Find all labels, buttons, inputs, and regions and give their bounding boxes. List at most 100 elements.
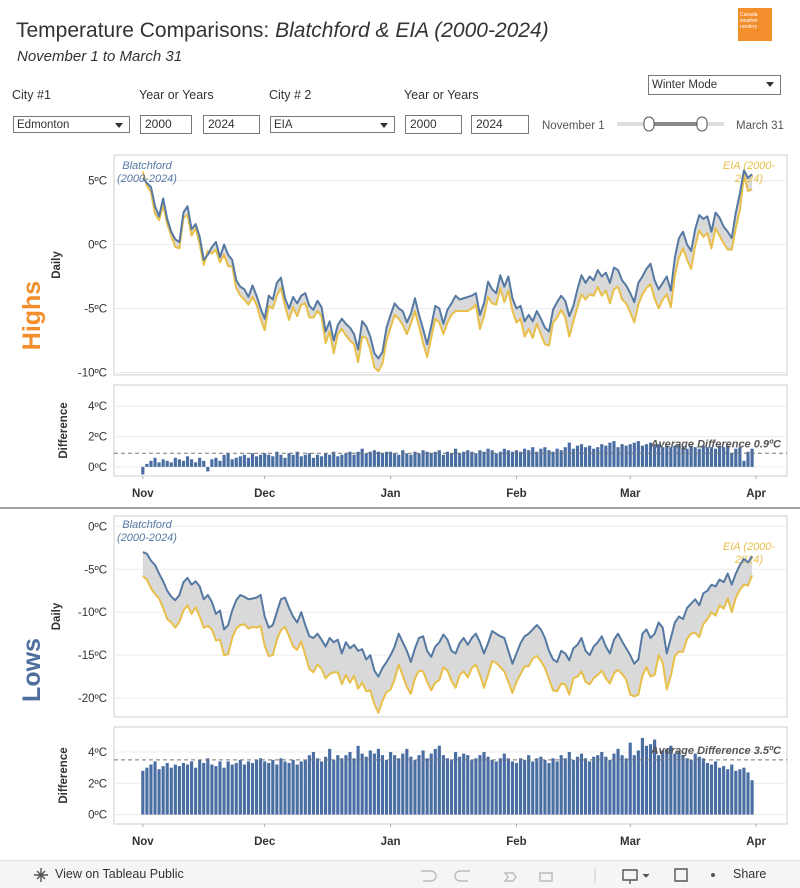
difference-bar: [478, 755, 482, 815]
y-tick-label: 0ºC: [88, 521, 107, 533]
temperature-line: [142, 574, 754, 714]
difference-bar: [311, 752, 316, 815]
difference-bar: [319, 456, 324, 467]
difference-bar: [413, 759, 417, 815]
difference-bar: [267, 454, 271, 467]
difference-bar: [303, 454, 307, 467]
difference-bar: [271, 759, 275, 815]
difference-bar: [527, 450, 531, 467]
difference-bar: [397, 758, 401, 815]
difference-bar: [259, 758, 263, 815]
difference-bar: [449, 453, 454, 467]
difference-bar: [437, 745, 441, 815]
difference-bar: [242, 454, 246, 467]
difference-bar: [632, 755, 636, 815]
difference-bar: [189, 761, 194, 815]
difference-bar: [612, 441, 616, 467]
difference-bar: [604, 445, 608, 467]
share-button[interactable]: Share: [733, 867, 767, 881]
difference-bar: [518, 451, 523, 467]
difference-bar: [405, 453, 409, 467]
difference-bar: [360, 753, 364, 815]
difference-bar: [222, 454, 226, 467]
difference-bar: [384, 759, 389, 815]
difference-bar: [185, 456, 190, 467]
difference-bar: [149, 460, 153, 467]
difference-bar: [324, 453, 328, 467]
year2-start[interactable]: 2000: [405, 115, 462, 134]
difference-bar: [449, 759, 454, 815]
year2-end[interactable]: 2024: [471, 115, 529, 134]
difference-bar: [717, 445, 722, 467]
difference-bar: [336, 755, 340, 815]
difference-bar: [555, 448, 559, 467]
city2-label: City # 2: [269, 88, 312, 102]
logo[interactable]: Canada weather nerdery: [738, 8, 772, 41]
difference-bar: [518, 758, 523, 815]
difference-bar: [352, 758, 356, 815]
difference-bar: [344, 755, 348, 815]
difference-bar: [340, 758, 344, 815]
difference-bar: [202, 762, 206, 815]
slider-handle[interactable]: [643, 116, 655, 132]
difference-bar: [502, 753, 506, 815]
difference-bar: [181, 460, 186, 467]
temperature-line: [141, 171, 753, 373]
difference-bar: [559, 450, 563, 467]
difference-bar: [673, 753, 677, 815]
difference-bar: [628, 444, 632, 467]
difference-bar: [307, 453, 311, 467]
difference-bar: [413, 451, 417, 467]
city1-dropdown[interactable]: Edmonton: [13, 116, 130, 133]
city2-dropdown[interactable]: EIA: [270, 116, 395, 133]
difference-bar: [486, 756, 490, 815]
difference-bar: [348, 451, 352, 467]
difference-bar: [539, 756, 543, 815]
year1-end[interactable]: 2024: [203, 115, 260, 134]
difference-bar: [669, 745, 673, 815]
difference-bar: [206, 466, 210, 472]
difference-bar: [250, 762, 255, 815]
legend-label: EIA (2000-2024): [722, 160, 776, 185]
difference-bar: [397, 454, 401, 467]
date-slider[interactable]: [612, 114, 730, 134]
slider-handle[interactable]: [696, 116, 708, 132]
mode-dropdown[interactable]: Winter Mode: [648, 75, 781, 95]
difference-bar: [693, 447, 697, 467]
difference-bar: [141, 466, 145, 475]
difference-bar: [165, 460, 169, 467]
difference-bar: [563, 447, 567, 467]
difference-bar: [226, 761, 230, 815]
legend-label: Blatchford (2000-2024): [117, 160, 177, 185]
difference-bar: [575, 756, 580, 815]
difference-bar: [214, 766, 218, 815]
difference-bar: [750, 780, 754, 815]
difference-bar: [709, 447, 714, 467]
difference-bar: [717, 767, 722, 815]
difference-bar: [145, 463, 149, 467]
difference-bar: [527, 755, 531, 815]
y-tick-label: 0ºC: [88, 240, 107, 252]
difference-bar: [644, 444, 649, 467]
difference-bar: [153, 761, 157, 815]
difference-bar: [470, 759, 474, 815]
y-tick-label: 4ºC: [88, 747, 107, 759]
difference-bar: [502, 448, 506, 467]
difference-bar: [588, 761, 592, 815]
difference-bar: [689, 759, 693, 815]
view-link[interactable]: View on Tableau Public: [55, 867, 184, 881]
difference-bar: [169, 767, 173, 815]
difference-bar: [514, 762, 519, 815]
difference-bar: [498, 758, 502, 815]
difference-bar: [559, 755, 563, 815]
difference-bar: [194, 462, 198, 467]
difference-bar: [543, 759, 547, 815]
difference-bar: [583, 758, 588, 815]
charts: 5ºC 0ºC -5ºC -10ºC Daily Highs EIA (2000-2024)…: [0, 154, 800, 848]
difference-bar: [453, 448, 458, 467]
difference-bar: [226, 453, 230, 467]
difference-bar: [697, 448, 701, 467]
year1-start[interactable]: 2000: [140, 115, 192, 134]
title-text: Temperature Comparisons:: [16, 19, 276, 42]
difference-bar: [608, 759, 612, 815]
